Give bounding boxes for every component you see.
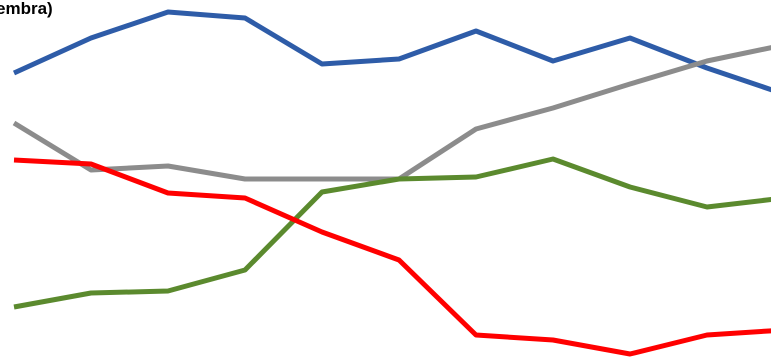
series-line-2: [14, 45, 771, 179]
series-line-3: [14, 159, 771, 307]
series-line-4: [14, 160, 771, 354]
series-line-1: [14, 12, 771, 94]
